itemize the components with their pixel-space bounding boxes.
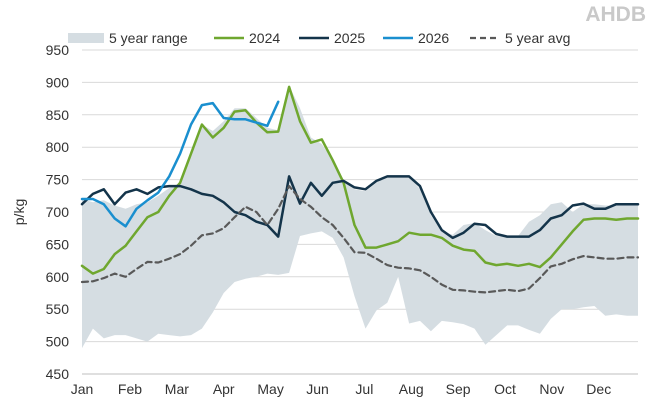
y-tick-label: 800: [46, 139, 70, 155]
x-tick-label-jul: Jul: [355, 381, 373, 397]
x-tick-label-oct: Oct: [494, 381, 516, 397]
y-tick-label: 750: [46, 172, 70, 188]
legend-label-2025: 2025: [334, 30, 365, 46]
x-tick-label-mar: Mar: [165, 381, 189, 397]
x-tick-label-nov: Nov: [539, 381, 564, 397]
legend-label-range: 5 year range: [109, 30, 188, 46]
x-axis-ticks: Jan Feb Mar Apr May Jun Jul Aug Sep Oct Nov Dec: [71, 381, 611, 397]
y-axis-ticks: 450 500 550 600 650 700 750 800 850 900 950: [46, 42, 70, 382]
y-tick-label: 850: [46, 107, 70, 123]
legend-label-2024: 2024: [249, 30, 280, 46]
x-tick-label-apr: Apr: [213, 381, 235, 397]
x-tick-label-dec: Dec: [586, 381, 611, 397]
y-tick-label: 500: [46, 334, 70, 350]
legend-label-2026: 2026: [418, 30, 449, 46]
y-tick-label: 700: [46, 204, 70, 220]
x-tick-label-may: May: [257, 381, 283, 397]
series-line-5-year-avg: [80, 185, 640, 294]
series-lines-layer: [80, 85, 640, 294]
x-tick-label-sep: Sep: [446, 381, 471, 397]
legend-swatch-range: [68, 33, 104, 43]
x-tick-label-feb: Feb: [118, 381, 142, 397]
ahdb-logo: AHDB: [585, 3, 646, 26]
range-band-layer: [82, 85, 638, 349]
x-tick-label-jun: Jun: [306, 381, 329, 397]
x-tick-label-aug: Aug: [399, 381, 424, 397]
series-line-2026: [80, 100, 280, 228]
range-band: [82, 85, 638, 349]
y-tick-label: 650: [46, 236, 70, 252]
y-tick-label: 950: [46, 42, 70, 58]
y-axis-label: p/kg: [11, 199, 27, 225]
series-line-2025: [80, 175, 640, 240]
y-tick-label: 550: [46, 301, 70, 317]
y-tick-label: 600: [46, 269, 70, 285]
legend-label-5-year-avg: 5 year avg: [505, 30, 570, 46]
y-tick-label: 450: [46, 366, 70, 382]
series-line-2024: [80, 85, 640, 275]
chart-legend: 5 year range 2024 2025 2026 5 year avg: [68, 30, 570, 46]
x-tick-label-jan: Jan: [71, 381, 94, 397]
y-tick-label: 900: [46, 74, 70, 90]
